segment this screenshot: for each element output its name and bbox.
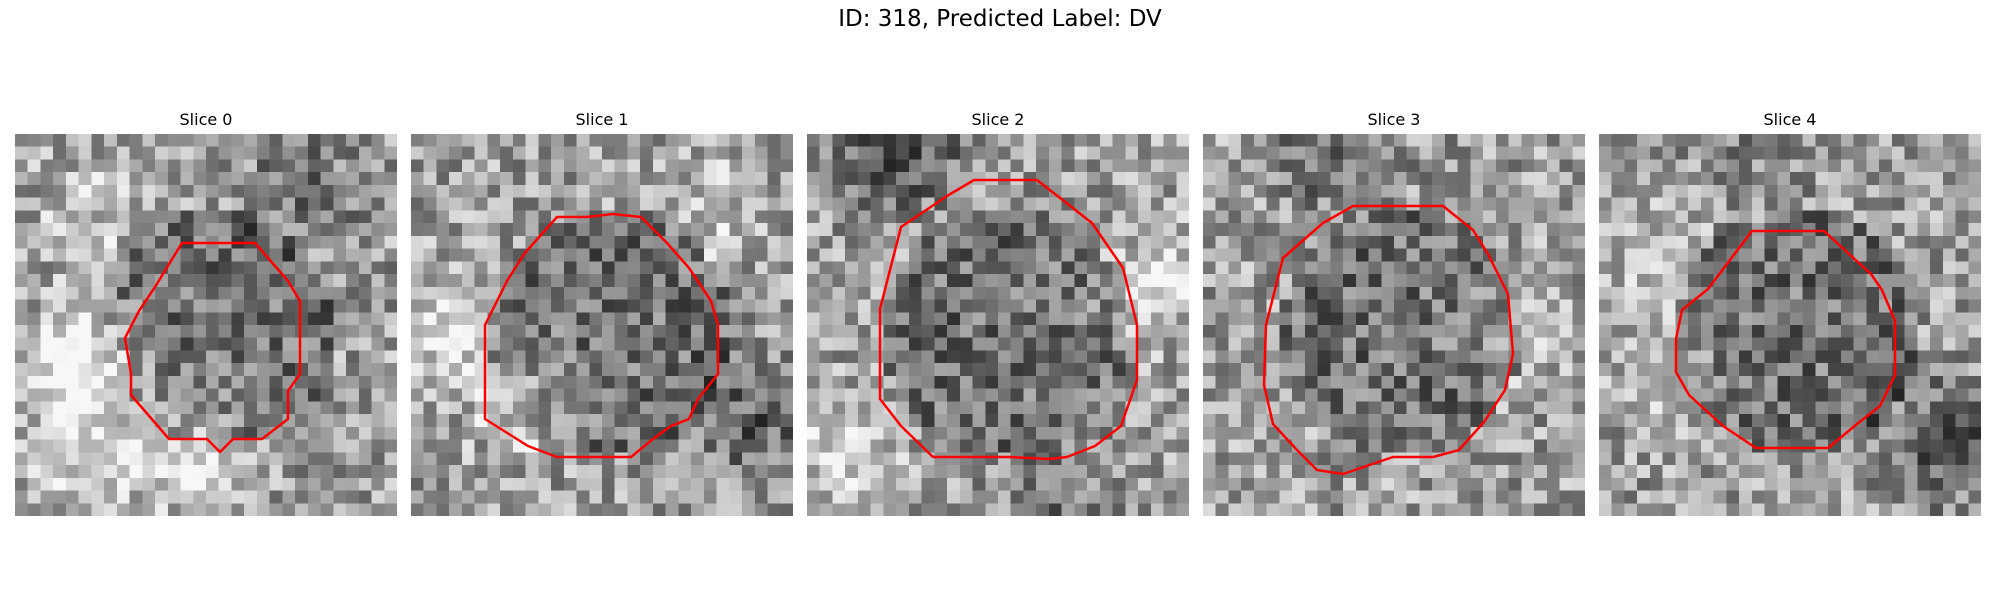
slice-image-3 <box>1203 134 1585 516</box>
slice-panel-3: Slice 3 <box>1203 108 1585 516</box>
slice-title-2: Slice 2 <box>971 110 1025 129</box>
slice-panel-1: Slice 1 <box>411 108 793 516</box>
slice-panel-4: Slice 4 <box>1599 108 1981 516</box>
slice-image-4 <box>1599 134 1981 516</box>
slice-title-3: Slice 3 <box>1367 110 1421 129</box>
slice-image-1 <box>411 134 793 516</box>
slice-image-0 <box>15 134 397 516</box>
slice-title-0: Slice 0 <box>179 110 233 129</box>
slice-panel-2: Slice 2 <box>807 108 1189 516</box>
slice-title-4: Slice 4 <box>1763 110 1817 129</box>
figure-title: ID: 318, Predicted Label: DV <box>838 6 1162 32</box>
slice-image-2 <box>807 134 1189 516</box>
slice-panel-0: Slice 0 <box>15 108 397 516</box>
slice-title-1: Slice 1 <box>575 110 629 129</box>
